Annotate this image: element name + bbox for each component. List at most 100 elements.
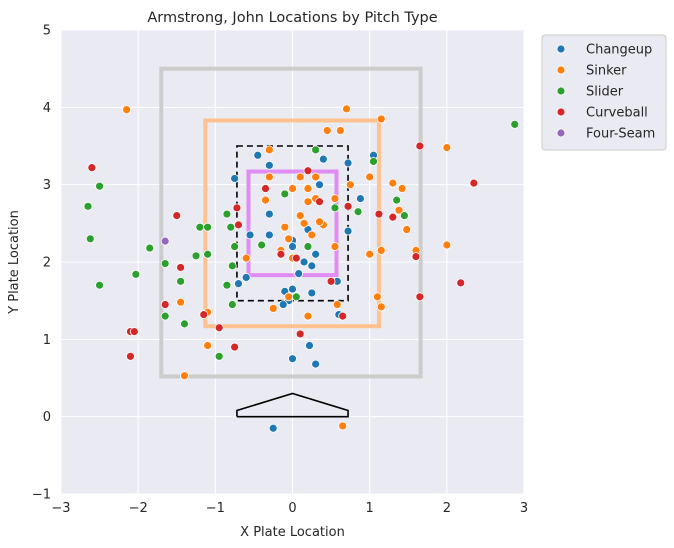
sinker-point xyxy=(442,240,452,250)
changeup-point xyxy=(245,230,255,240)
curveball-point xyxy=(388,212,398,222)
curveball-point xyxy=(343,201,353,211)
slider-point xyxy=(291,292,301,302)
y-axis-ticks: −1 0 1 2 3 4 5 xyxy=(32,24,51,503)
sinker-point xyxy=(280,222,290,232)
y-tick-label: 2 xyxy=(43,256,51,271)
sinker-point xyxy=(122,105,131,115)
inner-zone-box xyxy=(246,169,339,278)
y-axis-label: Y Plate Location xyxy=(7,210,22,315)
slider-point xyxy=(392,195,402,205)
curveball-point xyxy=(303,166,313,176)
sinker-point xyxy=(330,242,340,251)
changeup-point xyxy=(311,359,321,369)
sinker-point xyxy=(307,230,317,240)
slider-point xyxy=(176,276,186,286)
slider-point xyxy=(195,222,205,232)
slider-point xyxy=(510,119,520,129)
sinker-point xyxy=(376,245,386,255)
slider-point xyxy=(83,201,93,211)
changeup-point xyxy=(264,230,274,240)
legend-label-slider: Slider xyxy=(586,85,624,100)
y-tick-label: 1 xyxy=(43,333,51,348)
sinker-point xyxy=(365,172,375,182)
chart-title: Armstrong, John Locations by Pitch Type xyxy=(147,10,437,26)
slider-point xyxy=(95,280,104,290)
slider-point xyxy=(95,181,104,191)
changeup-point xyxy=(307,288,317,298)
slider-point xyxy=(227,261,237,271)
sinker-point xyxy=(288,184,297,193)
slider-point xyxy=(399,211,409,221)
sinker-point xyxy=(315,217,324,227)
curveball-point xyxy=(291,253,301,263)
changeup-point xyxy=(234,279,243,289)
sinker-point xyxy=(322,126,332,135)
slider-point xyxy=(214,351,224,361)
sinker-point xyxy=(376,302,386,312)
y-tick-label: 0 xyxy=(43,410,51,425)
slider-point xyxy=(222,209,232,219)
curveball-point xyxy=(415,141,425,151)
curveball-point xyxy=(126,351,135,361)
sinker-point xyxy=(264,145,274,155)
sinker-point xyxy=(311,172,321,182)
changeup-point xyxy=(315,180,324,190)
sinker-point xyxy=(176,297,186,307)
slider-point xyxy=(369,157,378,166)
changeup-point xyxy=(343,226,353,236)
slider-point xyxy=(203,222,213,232)
curveball-point xyxy=(160,300,170,309)
sinker-point xyxy=(372,292,382,302)
curveball-point xyxy=(326,276,336,286)
expanded-zone-box xyxy=(203,118,381,329)
slider-point xyxy=(191,251,201,261)
x-tick-label: 0 xyxy=(288,501,296,516)
y-tick-label: 4 xyxy=(43,101,51,116)
slider-point xyxy=(311,145,321,155)
y-tick-label: 3 xyxy=(43,178,51,193)
legend-marker-changeup xyxy=(556,44,566,54)
sinker-point xyxy=(295,172,305,182)
y-tick-label: 5 xyxy=(43,24,51,39)
slider-point xyxy=(160,259,170,268)
curveball-point xyxy=(199,310,209,319)
changeup-point xyxy=(356,194,365,203)
slider-point xyxy=(280,189,290,199)
sinker-point xyxy=(335,126,345,135)
x-tick-label: 2 xyxy=(443,501,451,516)
outer-zone-box xyxy=(159,66,423,379)
changeup-point xyxy=(307,261,317,271)
curveball-point xyxy=(295,329,305,339)
legend-marker-curveball xyxy=(556,107,566,117)
changeup-point xyxy=(230,174,240,183)
changeup-point xyxy=(305,341,314,350)
curveball-point xyxy=(172,211,182,221)
home-plate xyxy=(236,392,349,418)
changeup-point xyxy=(299,257,309,267)
x-tick-label: 3 xyxy=(520,501,528,516)
changeup-point xyxy=(288,354,297,364)
slider-point xyxy=(85,234,95,244)
curveball-point xyxy=(261,184,270,193)
sinker-point xyxy=(261,195,270,205)
slider-point xyxy=(203,249,213,259)
legend-marker-sinker xyxy=(556,65,566,75)
sinker-point xyxy=(338,421,348,431)
x-tick-label: 1 xyxy=(366,501,374,516)
curveball-point xyxy=(87,163,97,173)
changeup-point xyxy=(318,154,328,164)
x-tick-label: −3 xyxy=(51,501,70,516)
changeup-point xyxy=(278,300,288,309)
slider-point xyxy=(353,207,363,217)
slider-point xyxy=(330,203,340,213)
sinker-point xyxy=(332,300,342,309)
sinker-point xyxy=(345,180,355,190)
changeup-point xyxy=(253,150,263,160)
legend-label-curveball: Curveball xyxy=(586,106,648,121)
changeup-point xyxy=(311,249,321,259)
legend-box xyxy=(541,34,667,151)
changeup-point xyxy=(268,423,278,433)
sinker-point xyxy=(203,341,213,350)
